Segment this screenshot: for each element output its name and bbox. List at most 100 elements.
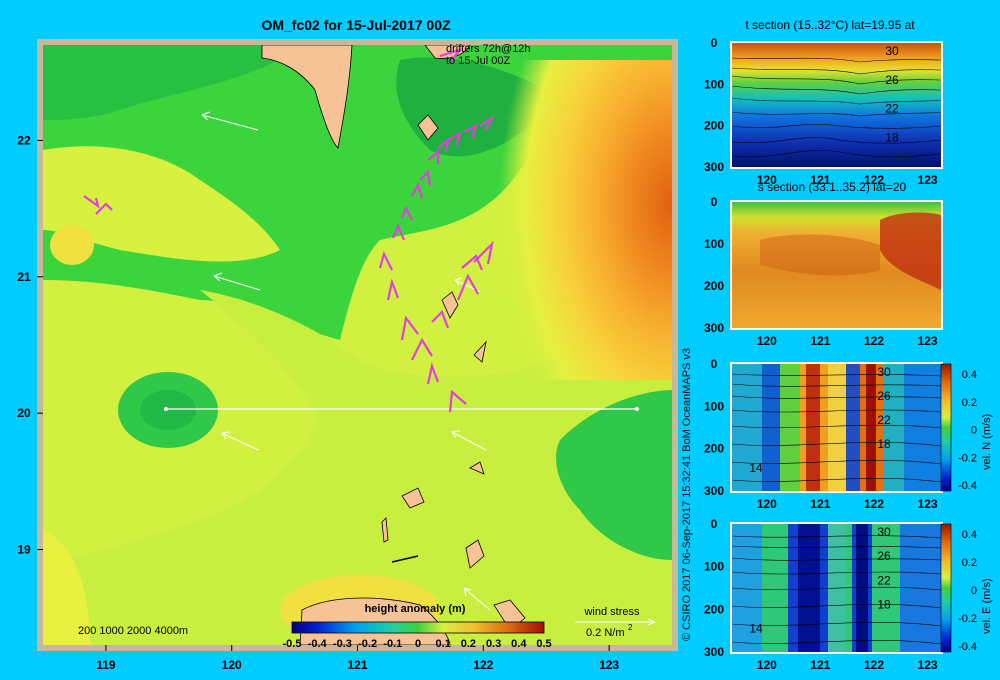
- map-x-tick-label: 120: [222, 658, 242, 672]
- contour-label: 18: [885, 131, 899, 145]
- salt-section-field: [732, 202, 941, 328]
- contour-label: 26: [877, 549, 891, 563]
- map-x-tick-label: 119: [96, 658, 116, 672]
- section-x-tick-label: 120: [757, 658, 777, 672]
- height-colorbar: height anomaly (m) -0.5 -0.4 -0.3 -0.2 -0.1 0…: [283, 603, 552, 650]
- section-x-tick-label: 121: [810, 334, 830, 348]
- vel-colorbar-tick-label: -0.4: [958, 480, 977, 492]
- contour-label: 22: [877, 413, 891, 427]
- height-anomaly-field: [43, 45, 672, 645]
- wind-stress-scale: 0.2 N/m: [586, 627, 625, 639]
- contour-label: 30: [877, 525, 891, 539]
- section-y-tick-label: 300: [704, 160, 724, 174]
- colorbar-tick-label: -0.1: [383, 638, 402, 650]
- veln-colorbar-label: vel. N (m/s): [981, 414, 993, 470]
- colorbar-tick-label: -0.3: [333, 638, 352, 650]
- vel-colorbar-tick-label: 0.4: [962, 369, 977, 381]
- wind-stress-label: wind stress: [583, 606, 640, 618]
- section-x-tick-label: 122: [864, 173, 884, 187]
- section-x-tick-label: 123: [918, 334, 938, 348]
- contour-label: 14: [749, 622, 763, 636]
- vel-colorbar-tick-label: 0: [971, 585, 977, 597]
- section-end-marker: [635, 407, 639, 411]
- colorbar-tick-label: -0.5: [283, 638, 302, 650]
- temp-section-field: [732, 43, 941, 167]
- vel-colorbar-tick-label: -0.4: [958, 641, 977, 653]
- section-y-tick-label: 300: [704, 484, 724, 498]
- colorbar-tick-label: 0.5: [536, 638, 551, 650]
- section-x-tick-label: 123: [918, 497, 938, 511]
- drifter-tracks: [83, 47, 495, 413]
- section-x-tick-label: 122: [864, 497, 884, 511]
- temp-section-title: t section (15..32°C) lat=19.95 at: [745, 18, 915, 32]
- wind-stress-scale-sup: 2: [628, 623, 633, 632]
- section-y-tick-label: 200: [704, 442, 724, 456]
- vel-colorbar-tick-label: 0: [971, 425, 977, 437]
- section-y-tick-label: 200: [704, 119, 724, 133]
- colorbar-tick-label: 0.2: [461, 638, 476, 650]
- drifters-label-2: to 15-Jul 00Z: [446, 55, 510, 67]
- colorbar-tick-label: 0.1: [436, 638, 451, 650]
- map-x-tick-label: 121: [347, 658, 367, 672]
- section-y-tick-label: 100: [704, 399, 724, 413]
- contour-label: 30: [885, 44, 899, 58]
- section-x-tick-label: 121: [810, 173, 830, 187]
- colorbar-tick-label: 0: [415, 638, 421, 650]
- contour-label: 22: [877, 573, 891, 587]
- contour-label: 22: [885, 102, 899, 116]
- map-title: OM_fc02 for 15-Jul-2017 00Z: [261, 17, 451, 33]
- section-x-tick-label: 120: [757, 334, 777, 348]
- section-start-marker: [164, 407, 168, 411]
- drifters-label-1: drifters 72h@12h: [446, 43, 531, 55]
- vele-section-field: [732, 524, 941, 652]
- contour-label: 26: [877, 389, 891, 403]
- vel-colorbar-tick-label: 0.2: [962, 397, 977, 409]
- colorbar-tick-label: 0.4: [511, 638, 527, 650]
- contour-label: 30: [877, 365, 891, 379]
- section-y-tick-label: 0: [711, 357, 718, 371]
- vele-colorbar: [940, 523, 952, 653]
- colorbar-title: height anomaly (m): [365, 603, 466, 615]
- vele-colorbar-label: vel. E (m/s): [981, 578, 993, 634]
- section-x-tick-label: 121: [810, 497, 830, 511]
- section-x-tick-label: 120: [757, 173, 777, 187]
- salt-section-title: s section (33.1..35.2) lat=20: [758, 180, 907, 194]
- colorbar-tick-label: -0.2: [358, 638, 377, 650]
- contour-label: 26: [885, 73, 899, 87]
- section-x-tick-label: 123: [918, 658, 938, 672]
- vel-colorbar-tick-label: 0.2: [962, 557, 977, 569]
- section-x-tick-label: 122: [864, 658, 884, 672]
- contour-label: 18: [877, 597, 891, 611]
- wind-stress-key: wind stress 0.2 N/m 2: [575, 606, 656, 639]
- wind-stress-arrows: [201, 111, 491, 611]
- colorbar-gradient: [291, 621, 545, 634]
- map-x-tick-label: 122: [473, 658, 493, 672]
- section-y-tick-label: 200: [704, 602, 724, 616]
- veln-colorbar: [940, 363, 952, 492]
- section-y-tick-label: 0: [711, 36, 718, 50]
- section-x-tick-label: 120: [757, 497, 777, 511]
- veln-section-field: [732, 364, 941, 491]
- colorbar-ticks: -0.5 -0.4 -0.3 -0.2 -0.1 0 0.1 0.2 0.3 0.4 0.5: [283, 638, 552, 650]
- bathymetry-legend: 200 1000 2000 4000m: [78, 625, 188, 637]
- credit-text: © CSIRO 2017 06-Sep-2017 15:32:41 BoM Oc…: [681, 348, 693, 641]
- section-y-tick-label: 0: [711, 195, 718, 209]
- section-y-tick-label: 100: [704, 560, 724, 574]
- map-y-tick-label: 19: [17, 543, 31, 557]
- colorbar-tick-label: 0.3: [486, 638, 501, 650]
- wind-scale-arrowhead: [647, 618, 656, 626]
- map-y-tick-label: 22: [17, 133, 31, 147]
- section-y-tick-label: 300: [704, 645, 724, 659]
- vel-colorbar-tick-label: -0.2: [958, 613, 977, 625]
- vel-colorbar-tick-label: 0.4: [962, 529, 977, 541]
- map-y-tick-label: 20: [17, 406, 31, 420]
- map-y-tick-label: 21: [17, 270, 31, 284]
- colorbar-tick-label: -0.4: [308, 638, 328, 650]
- section-y-tick-label: 100: [704, 237, 724, 251]
- section-x-tick-label: 121: [810, 658, 830, 672]
- contour-label: 14: [749, 461, 763, 475]
- section-y-tick-label: 0: [711, 517, 718, 531]
- section-y-tick-label: 100: [704, 77, 724, 91]
